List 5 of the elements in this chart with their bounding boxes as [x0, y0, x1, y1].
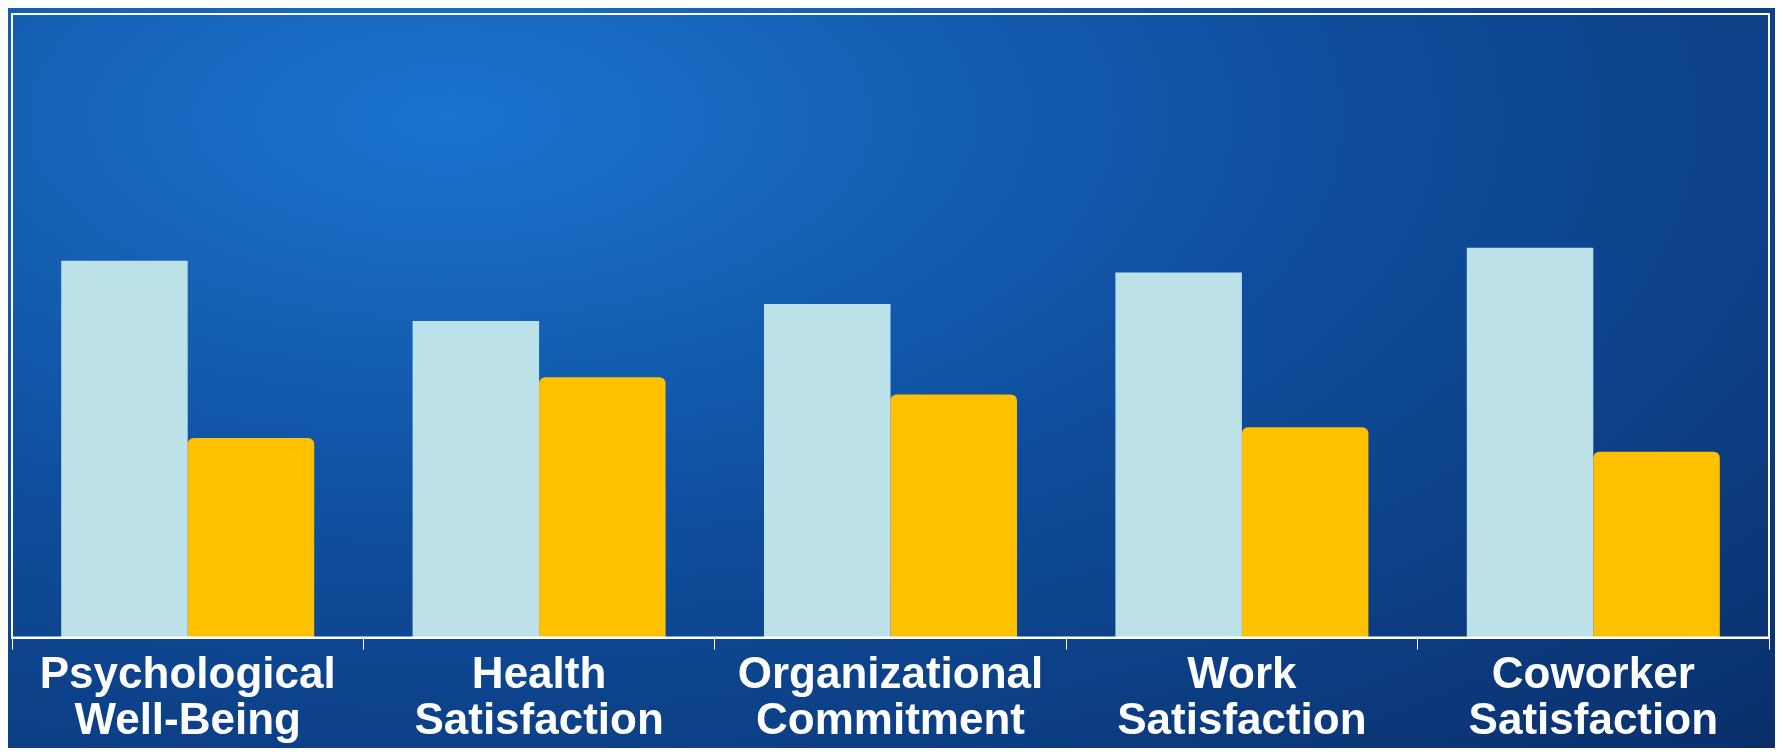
x-tick-label: Psychological Well-Being — [39, 647, 336, 744]
x-tick-label: Coworker Satisfaction — [1468, 647, 1718, 744]
x-tick-label: Health Satisfaction — [414, 647, 664, 744]
x-tick-label: Organizational Commitment — [737, 647, 1044, 744]
x-tick-label: Work Satisfaction — [1117, 647, 1367, 744]
